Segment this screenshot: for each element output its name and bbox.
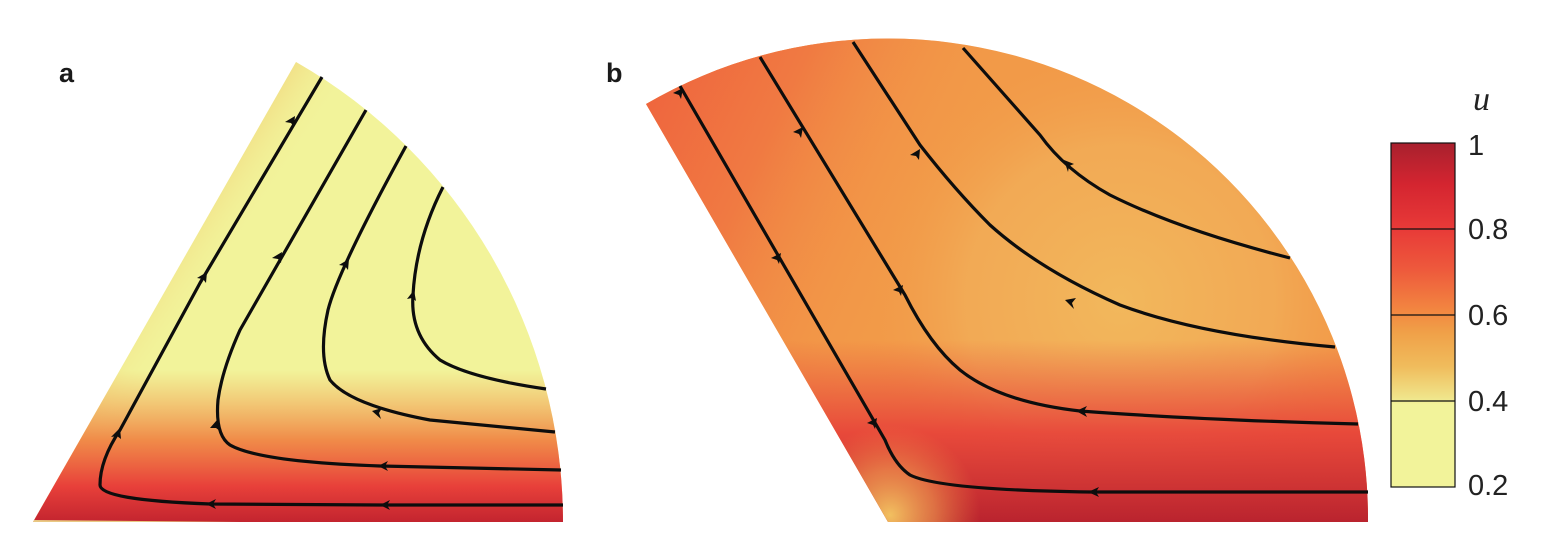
arrow-icon: [910, 149, 920, 160]
streamline-b2: [758, 56, 1359, 426]
arrow-icon: [1064, 160, 1074, 172]
colorbar-tick: 0.6: [1468, 300, 1508, 332]
arrow-icon: [197, 272, 207, 283]
arrow-icon: [111, 428, 121, 439]
arrow-icon: [867, 418, 877, 429]
arrow-icon: [206, 499, 216, 509]
arrow-icon: [1076, 406, 1087, 417]
panel-b-label: b: [606, 58, 623, 88]
colorbar: u 1 0.8 0.6 0.4 0.2: [1390, 81, 1508, 502]
streamline-b3: [851, 41, 1336, 349]
arrow-icon: [673, 88, 683, 99]
panel-b-heatmap: [646, 38, 1369, 522]
colorbar-tick: 0.4: [1468, 386, 1508, 418]
streamline-a2: [215, 109, 562, 472]
arrow-icon: [378, 461, 388, 471]
arrow-icon: [793, 127, 803, 138]
arrow-icon: [285, 116, 295, 127]
arrow-icon: [407, 290, 416, 301]
arrow-icon: [372, 408, 382, 419]
arrow-icon: [1088, 487, 1099, 497]
colorbar-tick: 0.8: [1468, 214, 1508, 246]
streamline-b1: [678, 85, 1368, 494]
colorbar-tick: 0.2: [1468, 470, 1508, 502]
streamline-a3: [321, 145, 556, 434]
streamline-a1: [98, 76, 563, 507]
panel-a: a: [33, 58, 563, 522]
streamline-a4: [411, 186, 547, 391]
arrow-icon: [339, 259, 349, 270]
arrow-icon: [210, 420, 220, 431]
colorbar-title: u: [1473, 81, 1490, 118]
panel-a-streamlines: [98, 76, 563, 510]
panel-b-streamlines: [673, 41, 1368, 497]
arrow-icon: [272, 252, 282, 263]
streamline-b4: [961, 46, 1291, 260]
panel-a-label: a: [59, 58, 75, 88]
panel-b: b: [606, 38, 1369, 522]
arrow-icon: [771, 253, 781, 264]
colorbar-tick: 1: [1468, 130, 1484, 162]
arrow-icon: [1065, 298, 1076, 309]
arrow-icon: [893, 285, 903, 296]
arrow-icon: [380, 500, 390, 510]
